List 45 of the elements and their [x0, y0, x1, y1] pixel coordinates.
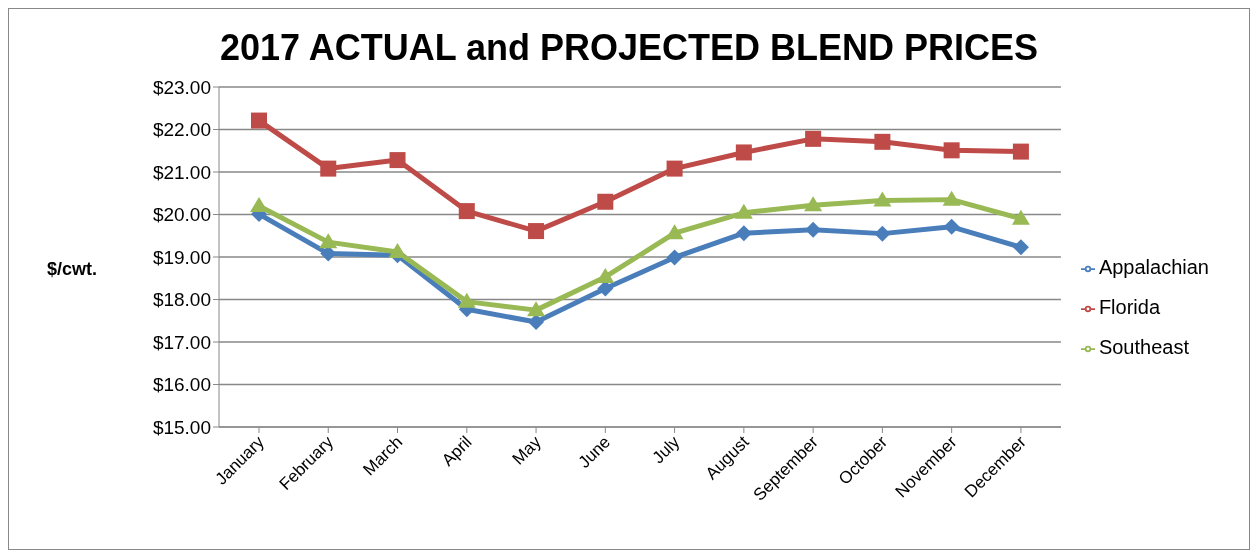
point [735, 225, 752, 242]
point [320, 160, 337, 177]
point [943, 218, 960, 235]
x-tick-label: July [648, 432, 684, 468]
point [528, 223, 545, 240]
point [389, 152, 406, 169]
point [596, 267, 615, 283]
point [805, 130, 822, 147]
y-tick-label: $16.00 [152, 374, 211, 396]
point [528, 314, 545, 331]
y-tick-label: $19.00 [152, 246, 211, 268]
y-tick-label: $22.00 [152, 119, 211, 141]
point [943, 142, 960, 159]
point [804, 196, 823, 212]
point [1012, 239, 1029, 256]
point [734, 203, 753, 219]
legend-label: Southeast [1098, 336, 1189, 358]
x-tick-label: May [508, 432, 546, 469]
point [319, 233, 338, 249]
point [805, 221, 822, 238]
y-tick-label: $20.00 [152, 204, 211, 226]
point [527, 301, 546, 317]
point [388, 242, 407, 258]
point [597, 193, 614, 210]
y-tick-label: $21.00 [152, 161, 211, 183]
legend-label: Florida [1098, 296, 1161, 318]
y-axis-title: $/cwt. [47, 259, 98, 280]
point [457, 292, 476, 308]
chart-title: 2017 ACTUAL and PROJECTED BLEND PRICES [218, 27, 1040, 70]
legend-label: Appalachian [1098, 256, 1209, 278]
point [666, 160, 683, 177]
point [666, 249, 683, 266]
y-tick-label: $18.00 [152, 289, 211, 311]
point [1011, 209, 1030, 225]
y-tick-label: $15.00 [152, 416, 211, 438]
point [874, 225, 891, 242]
point [735, 144, 752, 161]
point [1012, 143, 1029, 160]
point [874, 133, 891, 150]
y-tick-label: $17.00 [152, 331, 211, 353]
point [873, 191, 892, 207]
point [942, 190, 961, 206]
point [251, 112, 267, 129]
point [458, 203, 475, 220]
y-tick-label: $23.00 [152, 76, 211, 98]
